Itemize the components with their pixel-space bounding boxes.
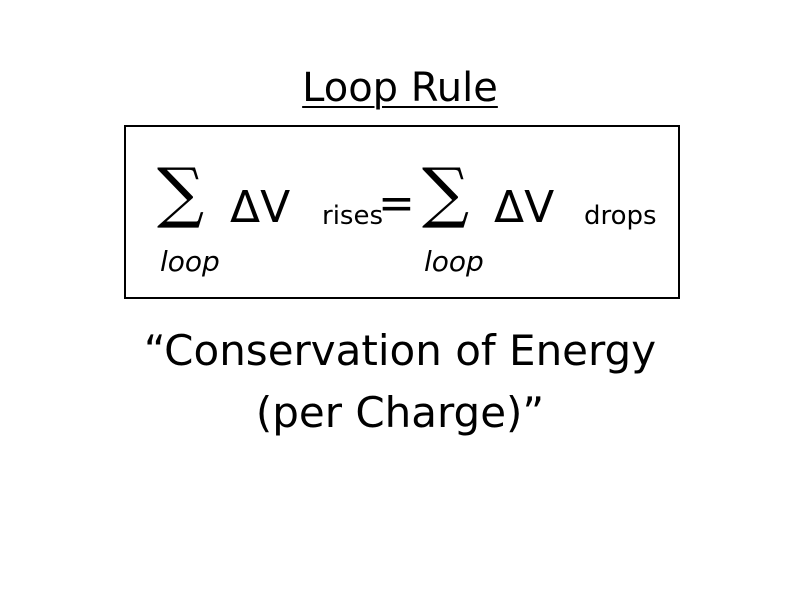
left-sum-limit: loop [160,245,220,278]
right-sum-symbol: ∑ [422,154,470,231]
slide-title: Loop Rule [302,65,498,111]
right-delta-v: ΔV [494,182,555,233]
equation-box [124,125,680,299]
right-sum-limit: loop [424,245,484,278]
left-subscript: rises [322,201,384,231]
right-subscript: drops [584,201,657,231]
caption-line-2: (per Charge)” [255,388,545,437]
equals-sign: = [378,178,415,229]
left-sum-symbol: ∑ [157,154,205,231]
caption-line-1: “Conservation of Energy [143,326,657,375]
left-delta-v: ΔV [230,182,291,233]
